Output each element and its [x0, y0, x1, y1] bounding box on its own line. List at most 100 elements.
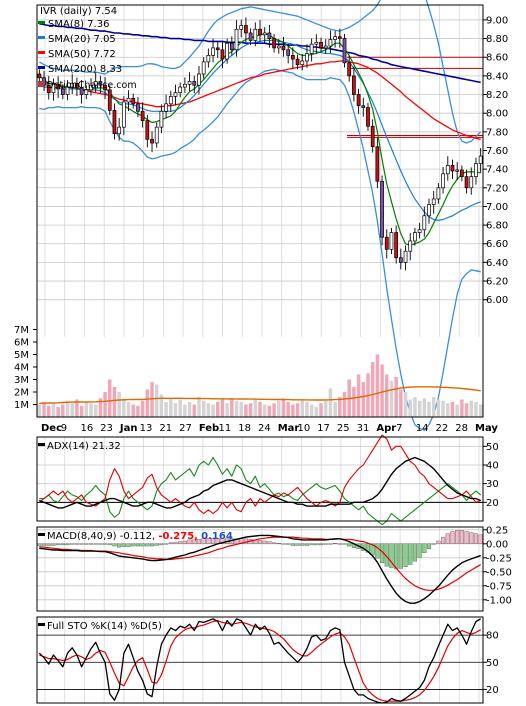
volume-bar [328, 388, 333, 417]
di-plus-line [39, 456, 482, 526]
volume-bar [478, 404, 483, 417]
sto-y-tick-label: 50 [486, 658, 499, 669]
x-tick-label: 11 [219, 423, 232, 434]
macd-histogram-bar [300, 543, 305, 546]
macd-histogram-bar [281, 543, 286, 545]
sto-y-tick-label: 80 [486, 631, 499, 642]
volume-bar [37, 404, 42, 417]
price-y-tick-label: 8.60 [486, 53, 508, 64]
volume-bar [262, 404, 267, 417]
candle-down [267, 32, 272, 39]
macd-histogram-bar [469, 532, 474, 544]
volume-bar [183, 404, 187, 417]
macd-histogram-bar [192, 539, 197, 545]
candle-up [427, 204, 431, 217]
candle-down [272, 38, 276, 49]
macd-histogram-bar [46, 543, 51, 546]
macd-y-tick-label: 0.00 [486, 539, 508, 550]
candle-up [333, 36, 337, 40]
macd-histogram-bar [159, 543, 164, 546]
macd-histogram-bar [398, 543, 403, 569]
candle-up [431, 198, 436, 205]
legend-swatch-sma50 [38, 51, 45, 54]
volume-bar [173, 403, 178, 417]
macd-histogram-bar [389, 543, 394, 569]
candle-down [295, 58, 300, 66]
adx-y-tick-label: 20 [486, 498, 499, 509]
candle-up [126, 97, 131, 103]
volume-bar [258, 402, 262, 417]
x-tick-label: 7 [396, 423, 402, 434]
macd-histogram-bar [441, 536, 446, 545]
macd-panel-frame [36, 526, 484, 612]
volume-bar [164, 402, 168, 417]
candle-down [244, 25, 248, 34]
volume-bar [159, 394, 164, 417]
sto-legend: Full STO %K(14) %D(5) [38, 621, 162, 632]
volume-bar [394, 377, 398, 417]
macd-histogram-bar [126, 543, 131, 547]
candle-up [413, 232, 417, 242]
candle-down [258, 28, 262, 36]
macd-histogram-bar [408, 543, 413, 565]
candle-down [220, 49, 225, 60]
candle-up [89, 84, 93, 91]
macd-histogram-bar [342, 543, 347, 545]
volume-bar [281, 398, 286, 417]
volume-bar [450, 402, 455, 417]
macd-histogram-bar [93, 543, 98, 545]
macd-histogram-bar [145, 543, 150, 547]
candle-up [323, 45, 328, 49]
x-tick-label: 25 [337, 423, 350, 434]
candle-down [56, 83, 61, 90]
macd-histogram-bar [98, 543, 103, 545]
volume-bar [305, 402, 309, 417]
volume-bar [234, 400, 239, 417]
macd-histogram-bar [79, 543, 84, 545]
volume-bar [131, 404, 136, 417]
macd-histogram-bar [88, 543, 94, 545]
volume-bar [295, 403, 300, 417]
candle-up [164, 103, 168, 112]
candle-down [398, 257, 403, 263]
candle-down [450, 165, 455, 172]
legend-sma20: SMA(20) 7.05 [48, 34, 116, 45]
volume-bar [215, 402, 220, 417]
x-tick-label: Mar [278, 423, 300, 434]
candle-up [234, 28, 239, 51]
macd-histogram-bar [375, 543, 380, 559]
volume-bar [70, 403, 74, 417]
candle-up [253, 28, 258, 41]
candle-up [84, 89, 89, 95]
macd-histogram-bar [84, 543, 89, 545]
candle-up [183, 83, 187, 88]
macd-y-tick-label: -0.50 [486, 567, 512, 578]
macd-histogram-bar [149, 543, 155, 547]
macd-histogram-bar [117, 543, 122, 548]
candle-up [469, 176, 474, 189]
macd-histogram-bar [422, 543, 427, 553]
x-tick-label: May [475, 423, 498, 434]
candle-down [112, 110, 117, 135]
macd-histogram-bar [182, 540, 187, 544]
macd-histogram-bar [187, 539, 192, 545]
adx-y-tick-label: 30 [486, 479, 499, 490]
volume-bar [244, 404, 248, 417]
candle-down [366, 107, 370, 127]
candle-up [206, 55, 211, 63]
volume-bar [206, 403, 211, 417]
volume-tick-label: 1M [14, 400, 29, 411]
volume-bar [98, 398, 103, 417]
volume-bar [65, 400, 70, 417]
volume-bar [314, 407, 319, 417]
volume-tick-label: 7M [14, 325, 29, 336]
x-tick-label: 31 [357, 423, 370, 434]
volume-bar [220, 399, 225, 417]
volume-bar [309, 404, 314, 417]
sto-title: Full STO %K(14) %D(5) [47, 621, 162, 632]
price-y-tick-label: 6.80 [486, 221, 508, 232]
macd-histogram-bar [431, 543, 436, 545]
x-tick-label: 23 [100, 423, 113, 434]
x-tick-label: Jan [119, 423, 138, 434]
volume-bar [211, 404, 215, 417]
